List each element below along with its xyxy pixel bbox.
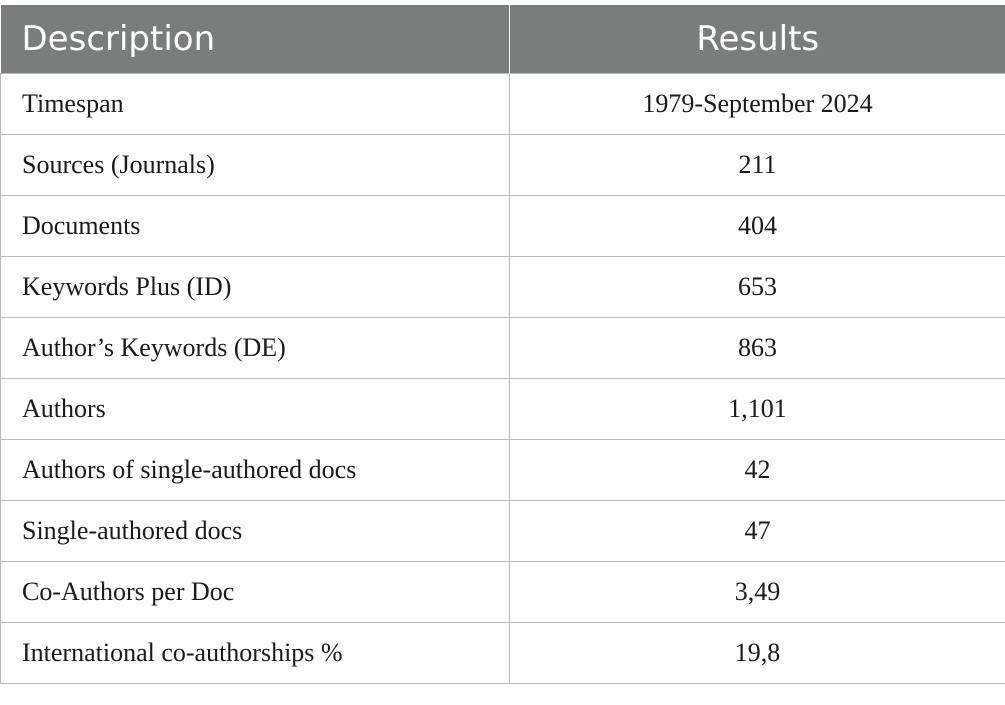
table-row: Co-Authors per Doc 3,49 <box>0 561 1005 623</box>
header-row: Description Results <box>0 5 1005 74</box>
row-description: Authors of single-authored docs <box>0 439 510 501</box>
table-row: Author’s Keywords (DE) 863 <box>0 317 1005 379</box>
row-description: Documents <box>0 195 510 257</box>
row-result: 211 <box>509 134 1005 196</box>
row-result: 1,101 <box>509 378 1005 440</box>
header-results: Results <box>509 5 1005 74</box>
row-description: Author’s Keywords (DE) <box>0 317 510 379</box>
summary-table: Description Results Timespan 1979-Septem… <box>0 5 1005 684</box>
row-result: 404 <box>509 195 1005 257</box>
summary-table-container: Description Results Timespan 1979-Septem… <box>0 5 1005 684</box>
row-result: 1979-September 2024 <box>509 73 1005 135</box>
row-result: 47 <box>509 500 1005 562</box>
table-row: International co-authorships % 19,8 <box>0 622 1005 684</box>
row-result: 19,8 <box>509 622 1005 684</box>
row-result: 3,49 <box>509 561 1005 623</box>
row-description: Co-Authors per Doc <box>0 561 510 623</box>
row-description: Authors <box>0 378 510 440</box>
table-row: Authors of single-authored docs 42 <box>0 439 1005 501</box>
row-result: 42 <box>509 439 1005 501</box>
row-description: Keywords Plus (ID) <box>0 256 510 318</box>
table-row: Keywords Plus (ID) 653 <box>0 256 1005 318</box>
header-description: Description <box>0 5 510 74</box>
row-description: Timespan <box>0 73 510 135</box>
table-row: Sources (Journals) 211 <box>0 134 1005 196</box>
table-body: Timespan 1979-September 2024 Sources (Jo… <box>0 73 1005 684</box>
row-description: Single-authored docs <box>0 500 510 562</box>
table-row: Authors 1,101 <box>0 378 1005 440</box>
table-row: Timespan 1979-September 2024 <box>0 73 1005 135</box>
row-result: 863 <box>509 317 1005 379</box>
table-header: Description Results <box>0 5 1005 74</box>
row-result: 653 <box>509 256 1005 318</box>
table-row: Single-authored docs 47 <box>0 500 1005 562</box>
table-row: Documents 404 <box>0 195 1005 257</box>
row-description: Sources (Journals) <box>0 134 510 196</box>
row-description: International co-authorships % <box>0 622 510 684</box>
